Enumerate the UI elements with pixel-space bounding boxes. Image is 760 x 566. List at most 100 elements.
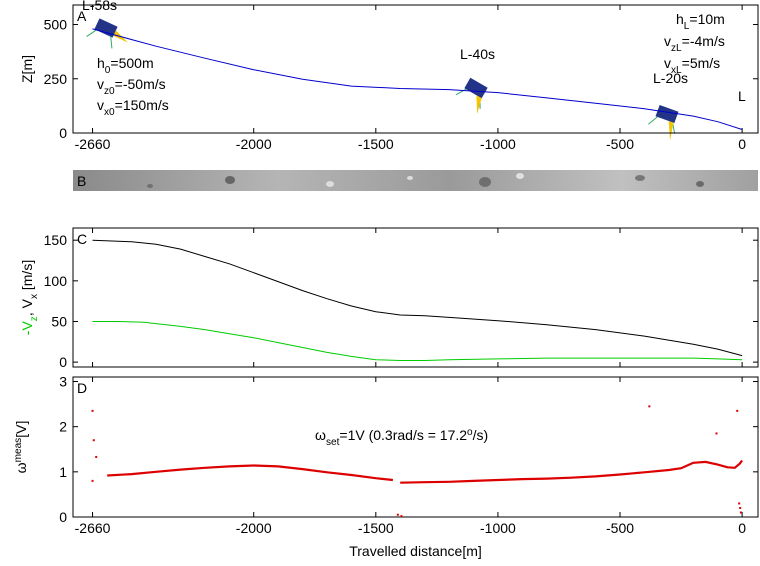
- data-point: [91, 479, 94, 482]
- x-tick-label: 0: [738, 136, 746, 152]
- text-segment: z0: [104, 86, 115, 97]
- data-point: [739, 511, 742, 514]
- annotation: vxL=5m/s: [664, 55, 720, 76]
- x-tick-label: -500: [606, 136, 634, 152]
- text-segment: =5m/s: [682, 55, 721, 71]
- data-point: [92, 439, 95, 442]
- text-segment: v: [664, 55, 671, 71]
- annotation: vzL=-4m/s: [664, 33, 725, 54]
- x-tick-label: -1500: [358, 136, 394, 152]
- x-tick-label: -2660: [75, 520, 111, 536]
- data-line: [107, 459, 743, 484]
- text-segment: L: [738, 88, 746, 104]
- text-segment: ω: [315, 427, 326, 443]
- y-tick-label: 2: [59, 419, 67, 435]
- y-tick-label: 100: [44, 273, 68, 289]
- text-segment: meas: [13, 438, 24, 463]
- text-segment: L-40s: [460, 46, 495, 62]
- text-segment: [V]: [13, 421, 29, 438]
- text-segment: x: [29, 294, 40, 299]
- text-segment: =10m: [689, 11, 724, 27]
- y-axis-label: Z[m]: [19, 55, 35, 83]
- data-point: [95, 455, 98, 458]
- text-segment: 0: [105, 65, 111, 76]
- y-tick-label: 0: [59, 125, 67, 141]
- data-line: [92, 28, 743, 130]
- text-segment: =-50m/s: [115, 76, 166, 92]
- text-segment: =500m: [110, 55, 153, 71]
- text-segment: , V: [19, 298, 35, 316]
- data-point: [738, 502, 741, 505]
- annotation: L: [738, 88, 746, 104]
- y-tick-label: 150: [44, 232, 68, 248]
- panel-letter: C: [77, 231, 87, 247]
- text-segment: L-58s: [82, 0, 117, 13]
- text-segment: v: [97, 76, 104, 92]
- lunar-strip: [73, 170, 758, 191]
- y-axis-label: -Vz, Vx [m/s]: [19, 260, 40, 335]
- text-segment: set: [326, 437, 340, 448]
- annotation: hL=10m: [676, 11, 725, 32]
- x-tick-label: -2660: [75, 136, 111, 152]
- axes-box: [72, 4, 759, 134]
- text-segment: v: [664, 33, 671, 49]
- y-tick-label: 1: [59, 464, 67, 480]
- annotation: h0=500m: [97, 55, 154, 76]
- text-segment: ω: [13, 462, 29, 473]
- text-segment: z: [29, 316, 40, 321]
- data-point: [739, 506, 742, 509]
- annotation: L-40s: [460, 46, 495, 62]
- panel-letter: D: [77, 380, 87, 396]
- x-tick-label: 0: [738, 520, 746, 536]
- text-segment: zL: [671, 43, 682, 54]
- text-segment: xL: [671, 65, 682, 76]
- text-segment: v: [97, 97, 104, 113]
- text-segment: L: [684, 21, 690, 32]
- y-tick-label: 0: [59, 354, 67, 370]
- text-segment: h: [676, 11, 684, 27]
- annotation: L-58s: [82, 0, 117, 13]
- x-tick-label: -1000: [480, 520, 516, 536]
- x-tick-label: -500: [606, 520, 634, 536]
- x-tick-label: -2000: [236, 136, 272, 152]
- text-segment: h: [97, 55, 105, 71]
- annotation: ωset=1V (0.3rad/s = 17.2o/s): [315, 427, 488, 448]
- text-segment: =-4m/s: [682, 33, 725, 49]
- lander-icons: [86, 18, 679, 141]
- data-point: [400, 515, 403, 518]
- text-segment: -V: [19, 321, 35, 336]
- x-tick-label: -2000: [236, 520, 272, 536]
- text-segment: [m/s]: [19, 260, 35, 294]
- y-axis-label: ωmeas[V]: [13, 421, 29, 474]
- data-point: [396, 513, 399, 516]
- y-tick-label: 0: [59, 509, 67, 525]
- x-tick-label: -1000: [480, 136, 516, 152]
- y-tick-label: 50: [51, 313, 67, 329]
- data-point: [736, 409, 739, 412]
- x-tick-label: -1500: [358, 520, 394, 536]
- text-segment: x0: [104, 107, 115, 118]
- annotation: vz0=-50m/s: [97, 76, 166, 97]
- data-point: [91, 409, 94, 412]
- text-segment: /s): [473, 427, 489, 443]
- panel-letter: B: [77, 173, 86, 189]
- panel-letter: A: [77, 8, 87, 24]
- data-point: [715, 432, 718, 435]
- text-segment: =150m/s: [115, 97, 169, 113]
- text-segment: o: [467, 427, 473, 438]
- axes-box: [72, 227, 759, 368]
- y-tick-label: 3: [59, 374, 67, 390]
- axes-box: [72, 376, 759, 518]
- text-segment: =1V (0.3rad/s = 17.2: [339, 427, 467, 443]
- annotation: L-20s: [653, 70, 688, 86]
- y-tick-label: 500: [44, 17, 68, 33]
- data-point: [648, 405, 651, 408]
- x-axis-label: Travelled distance[m]: [349, 543, 482, 559]
- annotation: vx0=150m/s: [97, 97, 169, 118]
- text-segment: Z[m]: [19, 55, 35, 83]
- y-tick-label: 250: [44, 71, 68, 87]
- data-line: [92, 239, 743, 357]
- data-line: [92, 321, 743, 361]
- text-segment: L-20s: [653, 70, 688, 86]
